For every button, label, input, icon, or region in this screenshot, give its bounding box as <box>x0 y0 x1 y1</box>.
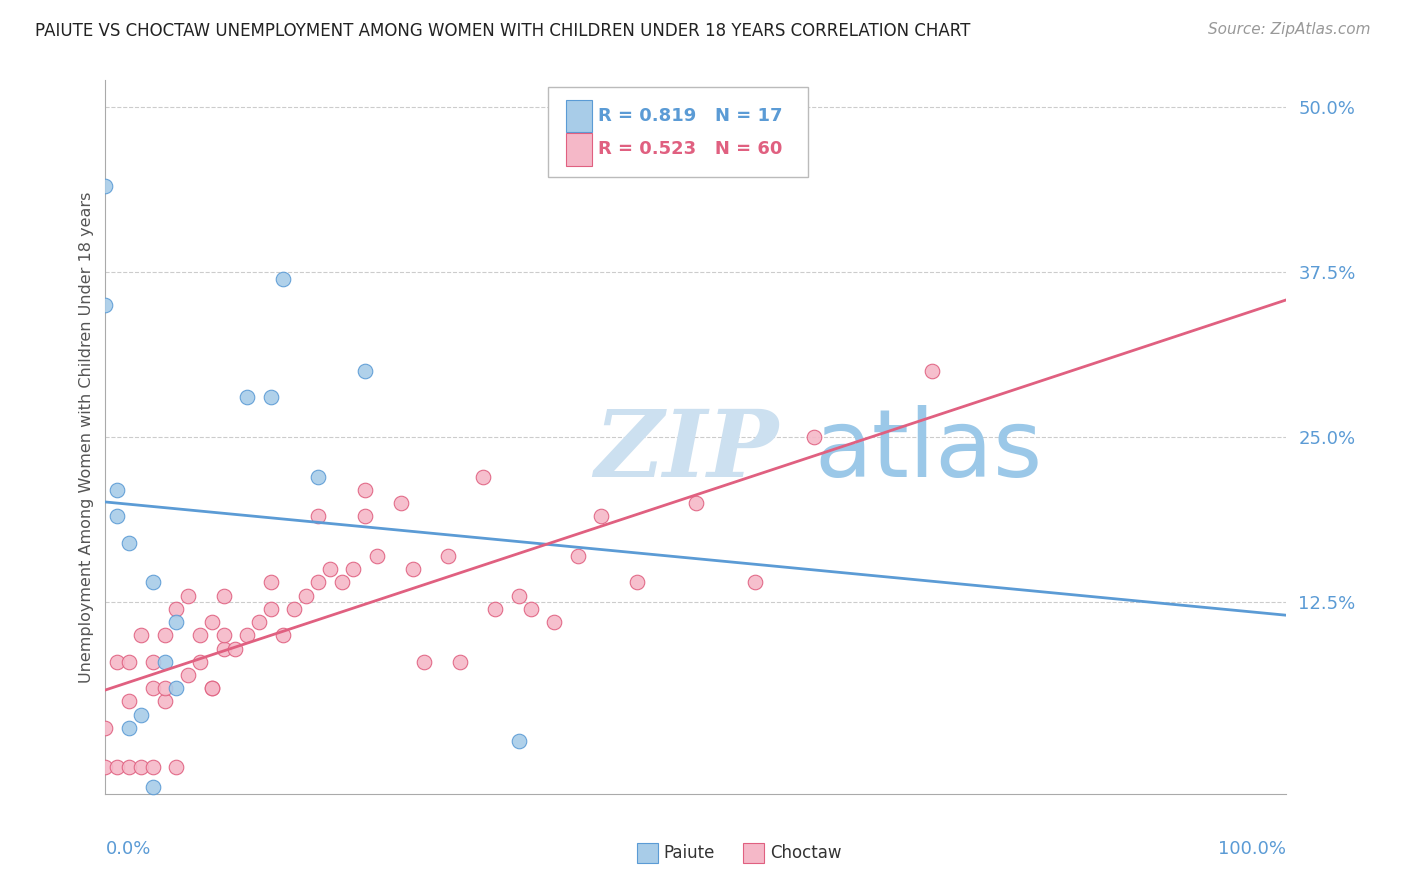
Point <box>685 496 707 510</box>
Point <box>744 575 766 590</box>
Text: Paiute: Paiute <box>662 844 714 862</box>
Point <box>260 391 283 405</box>
Point <box>626 575 648 590</box>
Point <box>212 589 235 603</box>
Text: atlas: atlas <box>814 405 1042 498</box>
Point <box>413 655 436 669</box>
Point <box>165 615 187 629</box>
Point <box>508 589 530 603</box>
Point <box>201 615 224 629</box>
Point <box>153 628 176 642</box>
Point <box>118 536 141 550</box>
Point <box>437 549 460 563</box>
Point <box>921 364 943 378</box>
Point <box>295 589 318 603</box>
Point <box>94 721 117 735</box>
Point <box>142 760 165 774</box>
Text: 100.0%: 100.0% <box>1219 840 1286 858</box>
Point <box>94 179 117 194</box>
Point <box>354 509 377 524</box>
Text: ZIP: ZIP <box>595 407 779 496</box>
Text: 0.0%: 0.0% <box>105 840 150 858</box>
Point <box>212 641 235 656</box>
FancyBboxPatch shape <box>548 87 808 177</box>
Text: Source: ZipAtlas.com: Source: ZipAtlas.com <box>1208 22 1371 37</box>
Point <box>307 469 329 483</box>
Point <box>283 602 305 616</box>
Point <box>118 760 141 774</box>
Bar <box>744 843 765 863</box>
Point <box>591 509 613 524</box>
Point <box>153 681 176 695</box>
Text: R = 0.523   N = 60: R = 0.523 N = 60 <box>598 141 782 159</box>
Point <box>105 760 128 774</box>
Point <box>354 364 377 378</box>
Point <box>177 589 200 603</box>
Point <box>142 681 165 695</box>
Point <box>307 575 329 590</box>
Point <box>129 707 152 722</box>
Point <box>165 760 187 774</box>
Text: R = 0.819   N = 17: R = 0.819 N = 17 <box>598 107 783 125</box>
Bar <box>567 100 592 132</box>
Point <box>260 575 283 590</box>
Point <box>449 655 471 669</box>
Point <box>118 655 141 669</box>
Point <box>389 496 412 510</box>
Point <box>177 668 200 682</box>
Point <box>118 694 141 708</box>
Point <box>165 681 187 695</box>
Point <box>188 628 211 642</box>
Point <box>142 575 165 590</box>
Point <box>129 628 152 642</box>
Text: Choctaw: Choctaw <box>770 844 842 862</box>
Point <box>271 628 294 642</box>
Point <box>401 562 423 576</box>
Point <box>94 298 117 312</box>
Point <box>543 615 565 629</box>
Point <box>212 628 235 642</box>
Point <box>201 681 224 695</box>
Point <box>508 734 530 748</box>
Point <box>129 760 152 774</box>
Point <box>188 655 211 669</box>
Point <box>142 780 165 795</box>
Text: PAIUTE VS CHOCTAW UNEMPLOYMENT AMONG WOMEN WITH CHILDREN UNDER 18 YEARS CORRELAT: PAIUTE VS CHOCTAW UNEMPLOYMENT AMONG WOM… <box>35 22 970 40</box>
Point <box>247 615 270 629</box>
Point <box>94 760 117 774</box>
Bar <box>567 134 592 166</box>
Point <box>153 694 176 708</box>
Point <box>142 655 165 669</box>
Y-axis label: Unemployment Among Women with Children Under 18 years: Unemployment Among Women with Children U… <box>79 192 94 682</box>
Point <box>153 655 176 669</box>
Point <box>118 721 141 735</box>
Bar <box>637 843 658 863</box>
Point <box>319 562 342 576</box>
Point <box>472 469 495 483</box>
Point <box>236 628 259 642</box>
Point <box>105 509 128 524</box>
Point <box>236 391 259 405</box>
Point <box>260 602 283 616</box>
Point <box>366 549 388 563</box>
Point <box>105 483 128 497</box>
Point <box>271 271 294 285</box>
Point <box>342 562 364 576</box>
Point <box>519 602 541 616</box>
Point <box>165 602 187 616</box>
Point <box>567 549 589 563</box>
Point <box>224 641 246 656</box>
Point <box>484 602 506 616</box>
Point <box>803 430 825 444</box>
Point <box>354 483 377 497</box>
Point <box>201 681 224 695</box>
Point <box>105 655 128 669</box>
Point <box>330 575 353 590</box>
Point <box>307 509 329 524</box>
